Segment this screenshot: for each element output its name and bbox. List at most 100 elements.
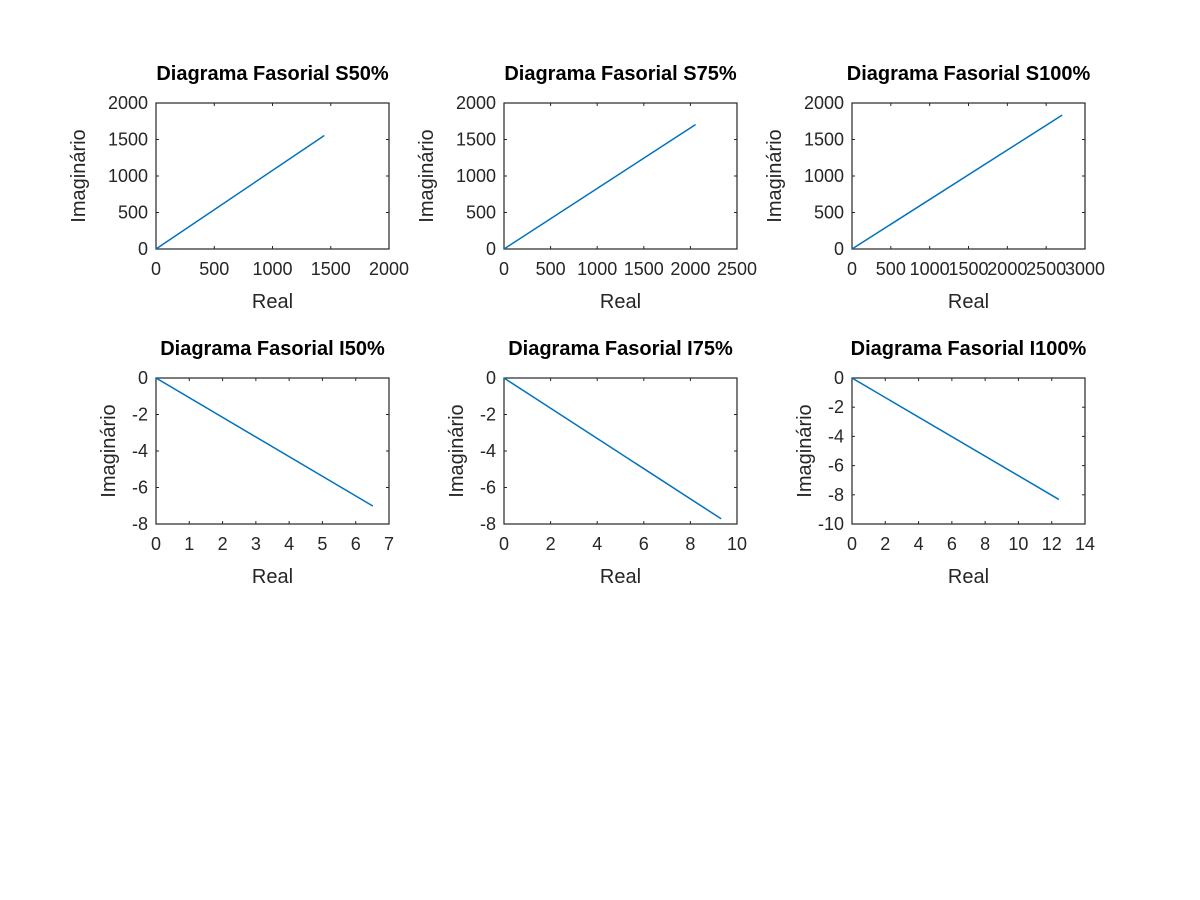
chart-3-ytick-label: 1500	[804, 130, 844, 150]
chart-5-ytick-label: -8	[480, 514, 496, 534]
chart-5-xtick-label: 10	[727, 534, 747, 554]
chart-4-ytick-label: -2	[132, 405, 148, 425]
chart-3-ytick-label: 500	[814, 203, 844, 223]
chart-2-title: Diagrama Fasorial S75%	[504, 63, 737, 85]
chart-3-xlabel: Real	[948, 291, 989, 313]
chart-1-ytick-label: 500	[118, 203, 148, 223]
chart-5-xtick-label: 4	[592, 534, 602, 554]
chart-2-xlabel: Real	[600, 291, 641, 313]
chart-6-axes-box	[851, 377, 1086, 525]
chart-4-xtick-label: 4	[284, 534, 294, 554]
chart-1-ytick-label: 1000	[108, 166, 148, 186]
chart-6-ytick-label: -4	[828, 426, 844, 446]
chart-5-series-line	[503, 377, 722, 520]
chart-2-ylabel: Imaginário	[416, 129, 438, 222]
chart-2: 0 500 1000 1500 2000 2500 0 500 1000 1500 2000 Diag…	[416, 63, 757, 313]
chart-4-title: Diagrama Fasorial I50%	[160, 338, 385, 360]
chart-4-xtick-label: 3	[251, 534, 261, 554]
chart-2-ytick-label: 1000	[456, 166, 496, 186]
chart-6-ytick-label: -10	[818, 514, 844, 534]
chart-3-series-line	[851, 114, 1063, 250]
chart-3-xtick-label: 2000	[987, 259, 1027, 279]
chart-6-xtick-label: 10	[1008, 534, 1028, 554]
chart-3-ytick-label: 0	[834, 239, 844, 259]
chart-4-ytick-label: -8	[132, 514, 148, 534]
chart-1-xtick-label: 0	[151, 259, 161, 279]
chart-1-xlabel: Real	[252, 291, 293, 313]
chart-3-xtick-label: 500	[876, 259, 906, 279]
chart-4-xtick-label: 1	[184, 534, 194, 554]
chart-5-xtick-label: 0	[499, 534, 509, 554]
chart-1-ytick-label: 0	[138, 239, 148, 259]
chart-1-ytick-label: 2000	[108, 93, 148, 113]
chart-3-xtick-label: 1500	[948, 259, 988, 279]
chart-3-xtick-label: 2500	[1026, 259, 1066, 279]
chart-2-ytick-label: 0	[486, 239, 496, 259]
chart-1-xtick-label: 1500	[311, 259, 351, 279]
chart-1-xtick-label: 1000	[252, 259, 292, 279]
chart-1: 0 500 1000 1500 2000 0 500 1000 1500 2000 Diagrama…	[68, 63, 409, 313]
chart-4-xlabel: Real	[252, 566, 293, 588]
chart-3-ytick-label: 1000	[804, 166, 844, 186]
chart-2-ytick-label: 500	[466, 203, 496, 223]
chart-4-xtick-label: 2	[218, 534, 228, 554]
chart-1-title: Diagrama Fasorial S50%	[156, 63, 389, 85]
chart-6-xtick-label: 12	[1042, 534, 1062, 554]
chart-2-xtick-label: 2000	[670, 259, 710, 279]
chart-2-series-line	[503, 124, 696, 250]
chart-4-series-line	[155, 377, 374, 507]
chart-3: 0 500 100015002000250030000500100015002000…	[764, 63, 1105, 313]
chart-6-ylabel: Imaginário	[794, 404, 816, 497]
chart-4-ytick-label: -6	[132, 478, 148, 498]
chart-6: 0 2 4 6 8 10 12 14 -10 -8 -6 -4 -2 0 Diagrama Fasorial…	[794, 338, 1095, 588]
chart-3-xtick-label: 0	[847, 259, 857, 279]
chart-4-ylabel: Imaginário	[98, 404, 120, 497]
chart-6-xtick-label: 0	[847, 534, 857, 554]
chart-1-xtick-label: 2000	[369, 259, 409, 279]
chart-6-ytick-label: -2	[828, 397, 844, 417]
chart-5-xtick-label: 2	[546, 534, 556, 554]
chart-3-title: Diagrama Fasorial S100%	[847, 63, 1091, 85]
chart-6-xtick-label: 8	[980, 534, 990, 554]
chart-4-xtick-label: 7	[384, 534, 394, 554]
chart-3-ytick-label: 2000	[804, 93, 844, 113]
chart-6-ytick-label: -8	[828, 485, 844, 505]
chart-2-xtick-label: 1500	[624, 259, 664, 279]
chart-6-xtick-label: 14	[1075, 534, 1095, 554]
chart-4: 0 1 2 3 4 5 6 7 -8 -6 -4 -2 0 Diagrama Fasorial I50% R…	[98, 338, 394, 588]
chart-2-xtick-label: 0	[499, 259, 509, 279]
chart-1-ylabel: Imaginário	[68, 129, 90, 222]
chart-6-title: Diagrama Fasorial I100%	[851, 338, 1087, 360]
chart-6-series-line	[851, 377, 1060, 500]
chart-2-xtick-label: 500	[536, 259, 566, 279]
chart-5-ylabel: Imaginário	[446, 404, 468, 497]
chart-5-xlabel: Real	[600, 566, 641, 588]
chart-6-xtick-label: 4	[914, 534, 924, 554]
chart-6-ytick-label: -6	[828, 456, 844, 476]
chart-5: 0 2 4 6 8 10 -8 -6 -4 -2 0 Diagrama Fasorial I75% Re…	[446, 338, 747, 588]
chart-2-ytick-label: 1500	[456, 130, 496, 150]
chart-5-title: Diagrama Fasorial I75%	[508, 338, 733, 360]
chart-4-xtick-label: 5	[317, 534, 327, 554]
chart-5-xtick-label: 8	[685, 534, 695, 554]
chart-1-series-line	[155, 135, 325, 250]
chart-3-xtick-label: 1000	[910, 259, 950, 279]
chart-5-ytick-label: -2	[480, 405, 496, 425]
chart-6-xlabel: Real	[948, 566, 989, 588]
chart-1-xtick-label: 500	[199, 259, 229, 279]
chart-5-xtick-label: 6	[639, 534, 649, 554]
chart-1-ytick-label: 1500	[108, 130, 148, 150]
chart-4-xtick-label: 0	[151, 534, 161, 554]
chart-5-ytick-label: -6	[480, 478, 496, 498]
chart-6-ytick-label: 0	[834, 368, 844, 388]
chart-6-xtick-label: 6	[947, 534, 957, 554]
chart-2-ytick-label: 2000	[456, 93, 496, 113]
chart-3-ylabel: Imaginário	[764, 129, 786, 222]
chart-2-xtick-label: 1000	[577, 259, 617, 279]
chart-3-xtick-label: 3000	[1065, 259, 1105, 279]
chart-4-ytick-label: 0	[138, 368, 148, 388]
chart-5-ytick-label: -4	[480, 441, 496, 461]
chart-6-xtick-label: 2	[880, 534, 890, 554]
